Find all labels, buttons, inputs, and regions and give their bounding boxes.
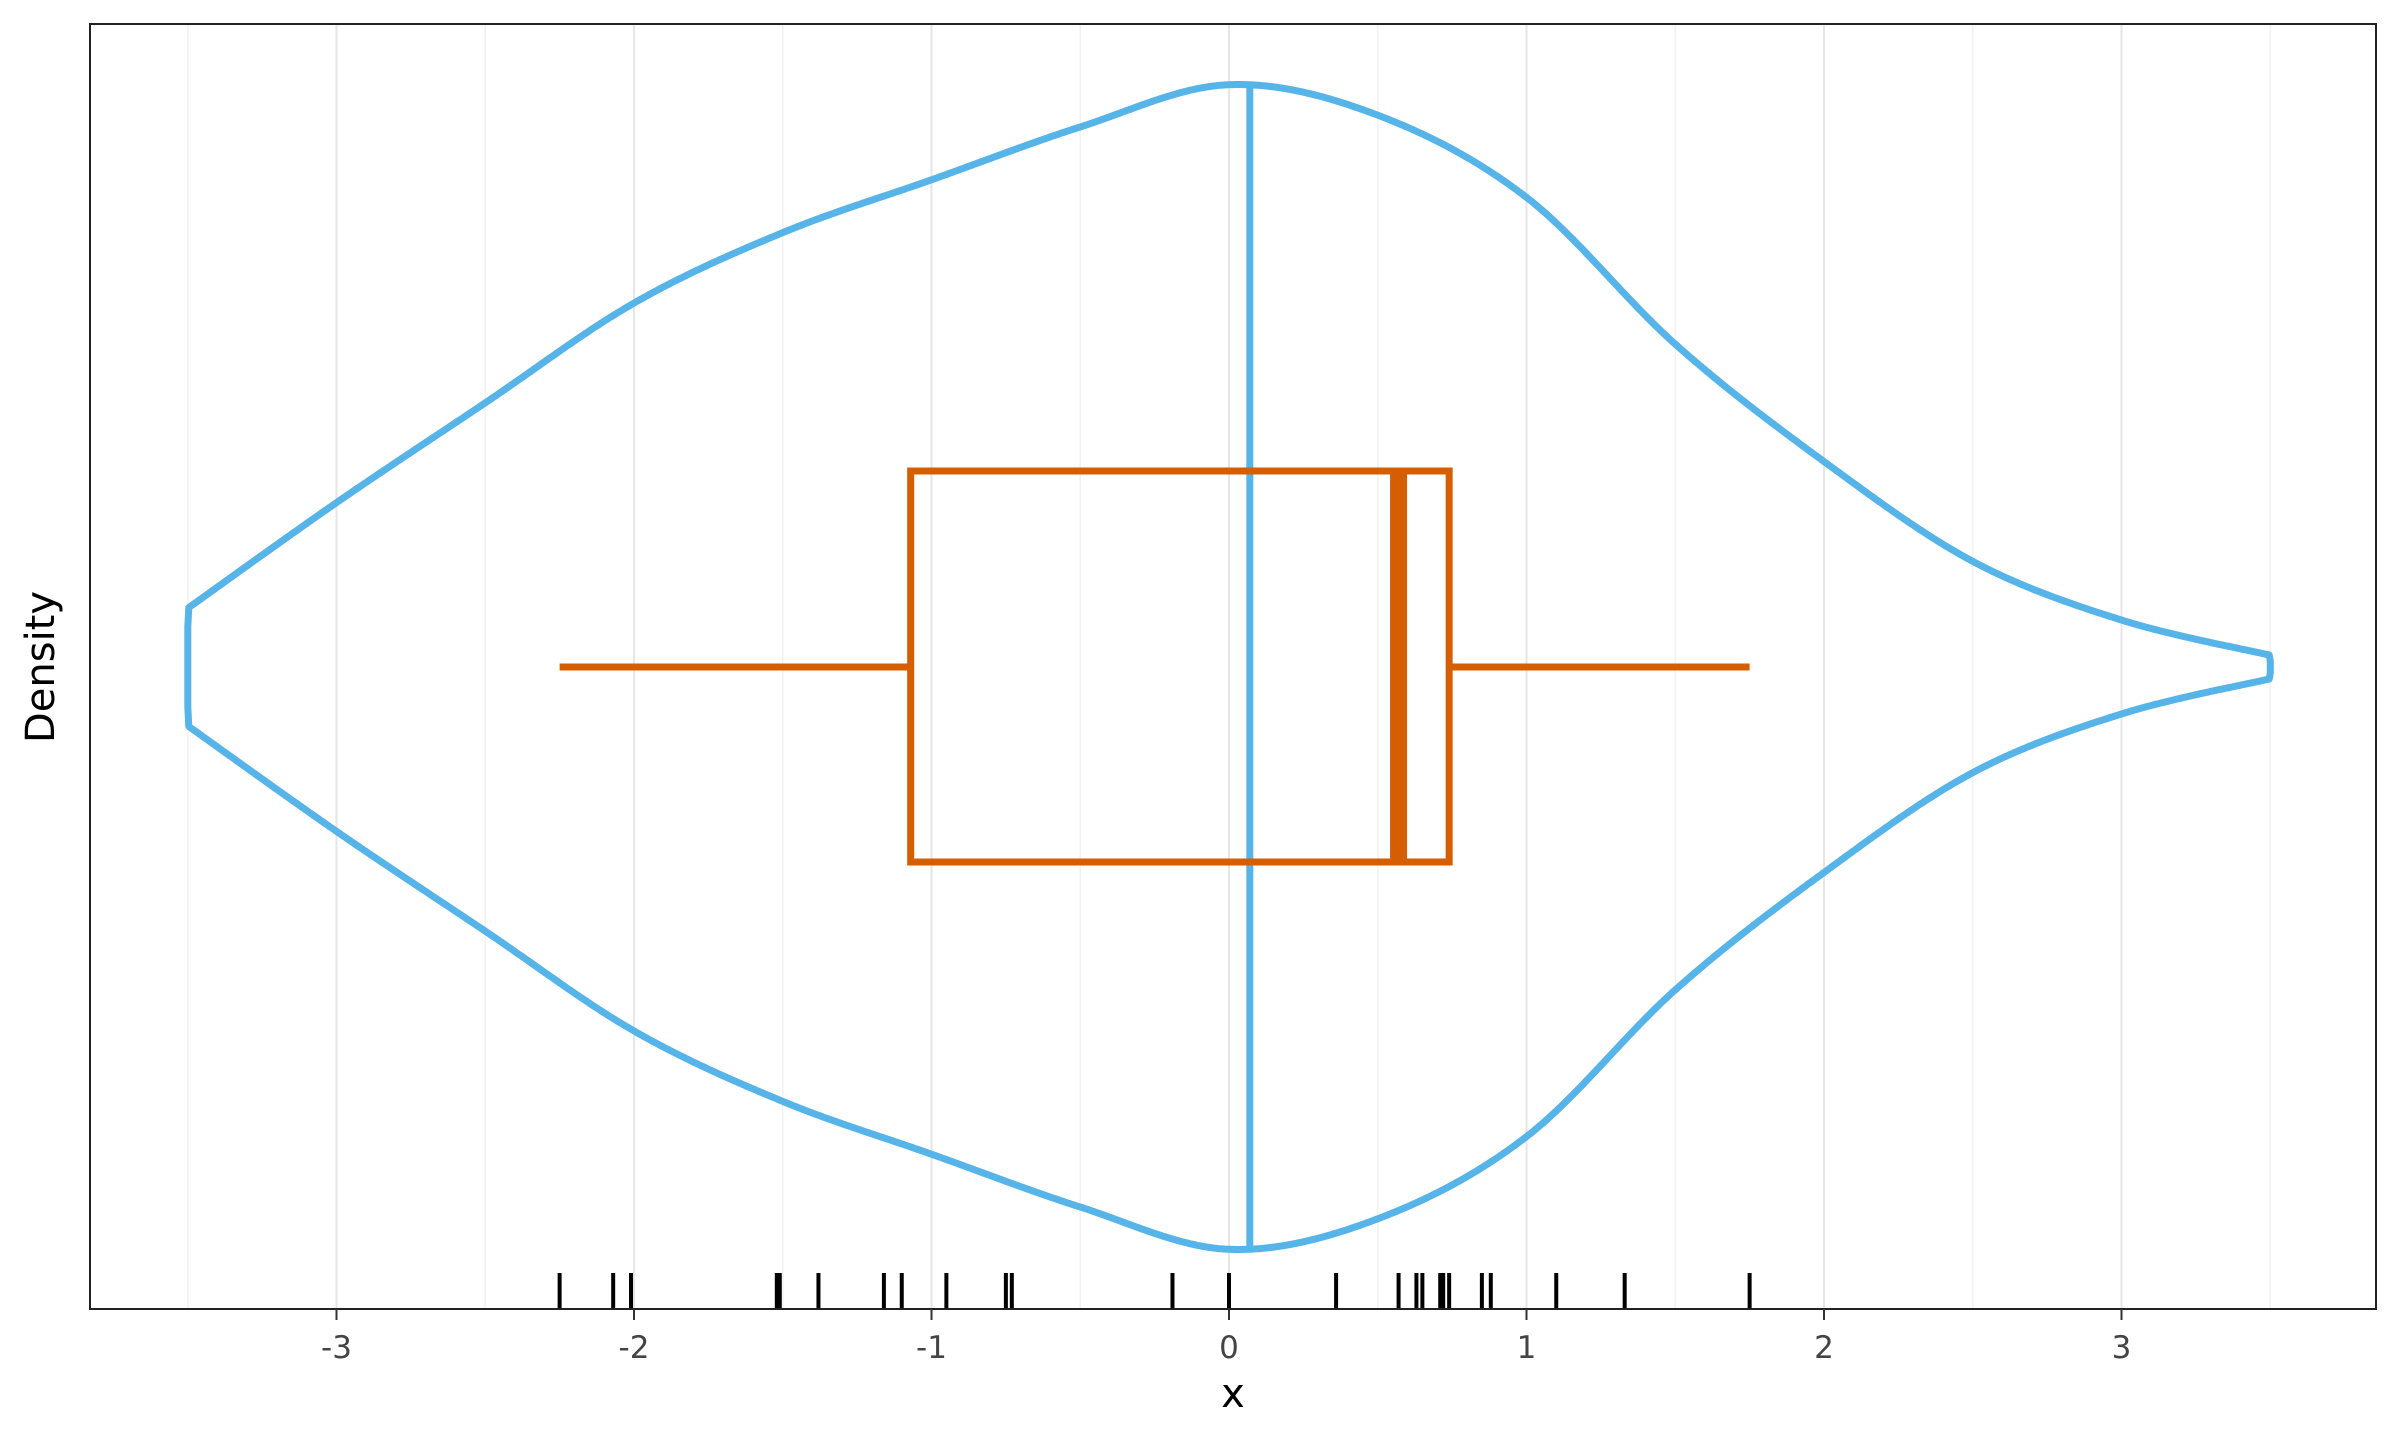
rug xyxy=(557,1273,1752,1309)
x-axis-title: x xyxy=(1221,1371,1245,1417)
violin xyxy=(184,81,2274,1253)
x-tick-label: 0 xyxy=(1219,1330,1239,1366)
x-tick-label: -3 xyxy=(321,1330,352,1366)
x-tick-label: -2 xyxy=(619,1330,650,1366)
gridlines xyxy=(187,24,2271,1309)
violin-outline xyxy=(184,81,2274,1253)
y-axis-title: Density xyxy=(18,591,64,743)
boxplot xyxy=(559,467,1750,866)
panel-border xyxy=(89,23,2377,1310)
x-axis: -3 -2 -1 0 1 2 3 xyxy=(321,1309,2131,1366)
x-tick-label: 3 xyxy=(2112,1330,2132,1366)
box xyxy=(907,467,1453,866)
x-tick-label: -1 xyxy=(916,1330,947,1366)
x-tick-label: 1 xyxy=(1517,1330,1537,1366)
x-tick-label: 2 xyxy=(1814,1330,1834,1366)
